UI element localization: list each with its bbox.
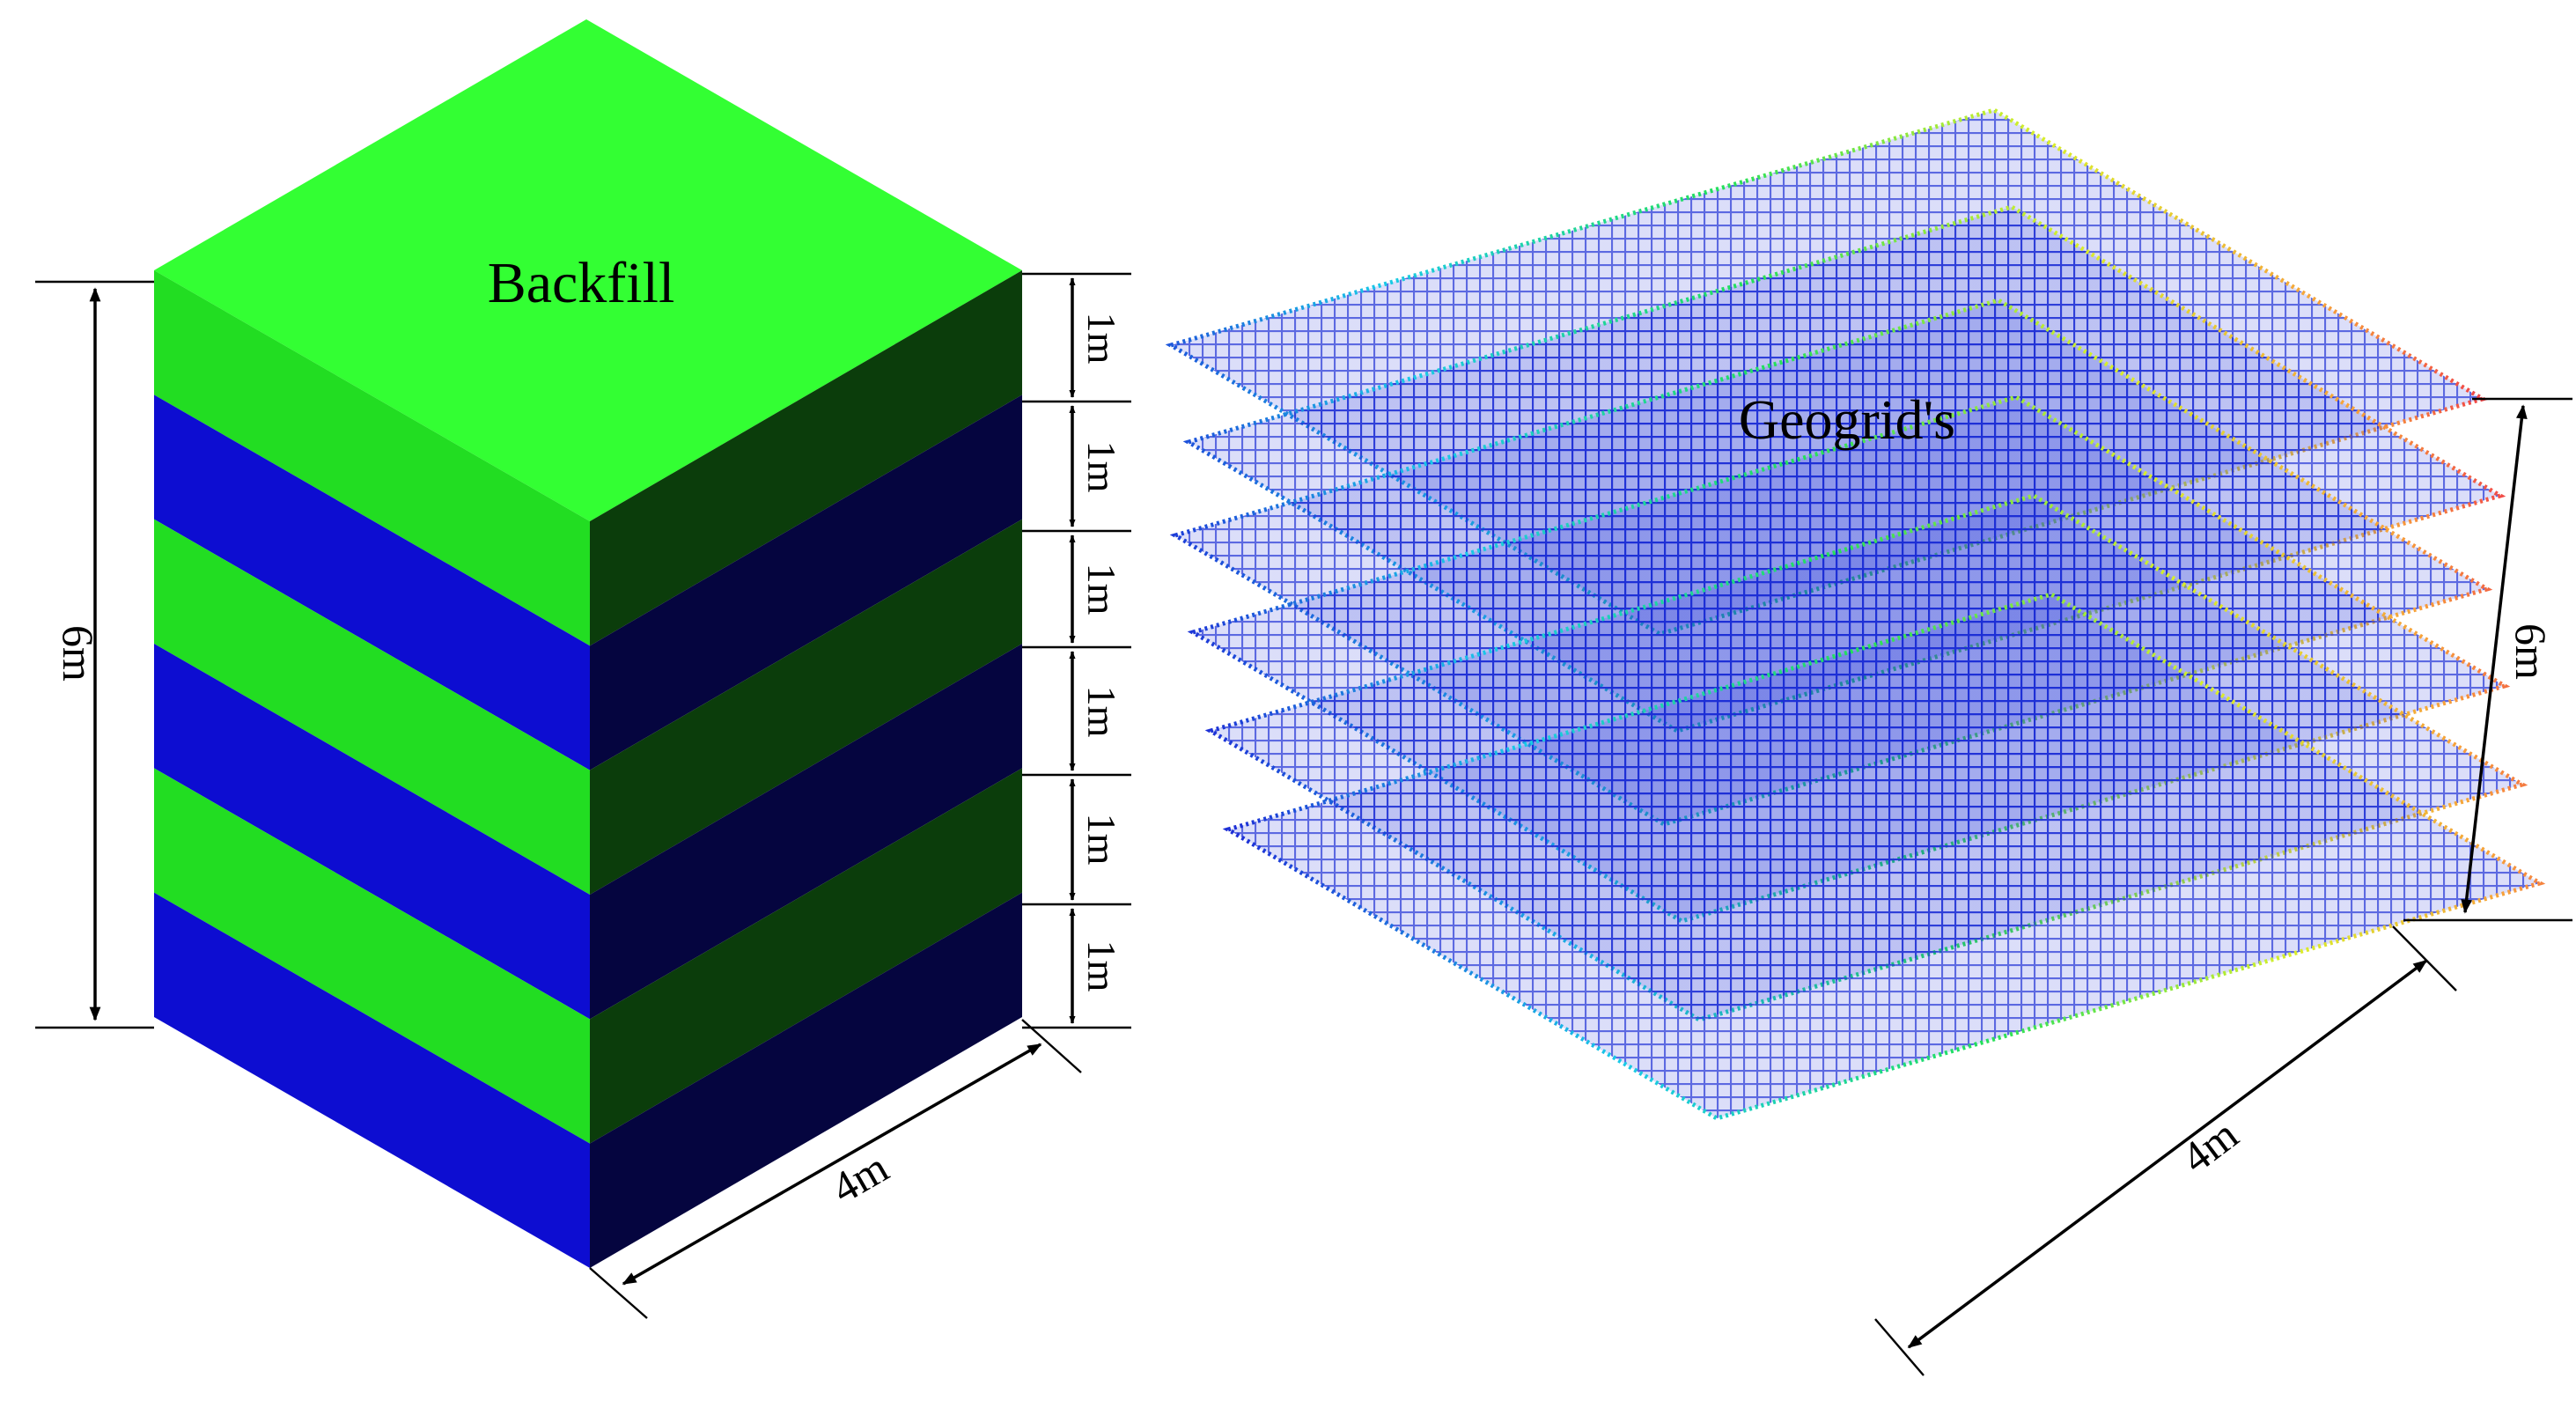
geogrid-stack [1165, 107, 2546, 1121]
dimension-arrow [1907, 959, 2428, 1349]
block-width-label: 4m [823, 1142, 896, 1213]
geogrid-layer [1222, 592, 2546, 1121]
grid-width-label: 4m [2172, 1109, 2247, 1183]
extension-line [1874, 1318, 1925, 1376]
geogrid-edge [1222, 592, 2546, 1121]
backfill-label: Backfill [488, 251, 675, 315]
layer-thickness-dimensions: 1m 1m 1m 1m 1m 1m [1022, 272, 1131, 1029]
extension-line [589, 1267, 648, 1319]
layer-5-label: 1m [1079, 814, 1124, 866]
grid-height-label: 6m [2506, 623, 2556, 680]
backfill-layer-front [154, 270, 590, 646]
geogrid-layer-front [154, 394, 590, 770]
geogrid-layer-front [154, 644, 590, 1020]
layer-6-label: 1m [1079, 940, 1124, 992]
grid-height-dimension: 6m [2403, 397, 2572, 922]
block-front-face [154, 270, 590, 1268]
layer-3-label: 1m [1079, 564, 1124, 616]
geogrid-layer-side [590, 644, 1022, 1020]
geogrid-layer-front [154, 892, 590, 1268]
backfill-layer-front [154, 768, 590, 1144]
layer-2-label: 1m [1079, 441, 1124, 493]
block-height-label: 6m [54, 625, 103, 682]
geogrid-mesh [1228, 594, 2540, 1118]
backfill-layer-front [154, 519, 590, 895]
backfill-layer-side [590, 270, 1022, 646]
block-height-dimension: 6m [35, 280, 154, 1029]
dimension-arrow [2461, 404, 2528, 914]
layer-4-label: 1m [1079, 686, 1124, 738]
layer-1-label: 1m [1079, 313, 1124, 365]
extension-line [1021, 1019, 1082, 1073]
backfill-layer-side [590, 519, 1022, 895]
extension-line [2392, 925, 2457, 991]
dimension-arrow [622, 1043, 1042, 1286]
block-top-face [154, 19, 1022, 521]
geogrids-label: Geogrid's [1739, 388, 1955, 451]
backfill-block: Backfill [154, 19, 1022, 1268]
geogrid-layer-side [590, 394, 1022, 770]
